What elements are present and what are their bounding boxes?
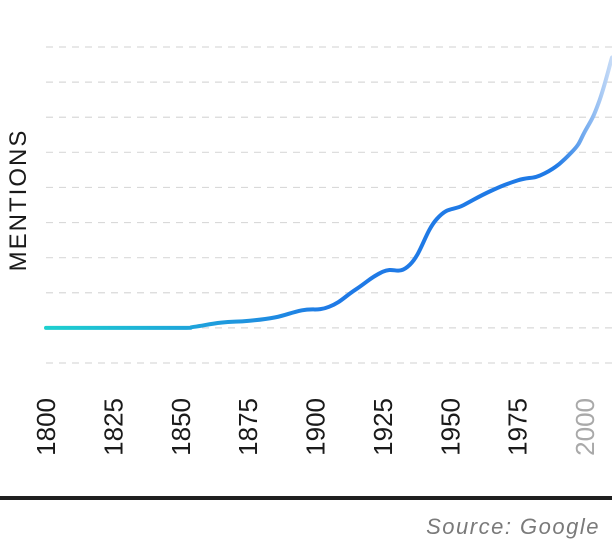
x-tick-label: 1975 [503, 398, 533, 456]
x-axis-ticks: 1800 1825 1850 1875 1900 1925 1950 1975 2000 [31, 398, 600, 456]
x-tick-label: 1900 [301, 398, 331, 456]
source-note: Source: Google [426, 514, 600, 539]
series-line [44, 55, 612, 330]
x-tick-label: 1875 [233, 398, 263, 456]
x-tick-label: 1850 [166, 398, 196, 456]
x-tick-label: 2000 [570, 398, 600, 456]
x-tick-label: 1925 [368, 398, 398, 456]
gridlines [46, 46, 612, 364]
x-tick-label: 1950 [435, 398, 465, 456]
x-tick-label: 1800 [31, 398, 61, 456]
y-axis-label: MENTIONS [5, 129, 32, 272]
x-tick-label: 1825 [98, 398, 128, 456]
